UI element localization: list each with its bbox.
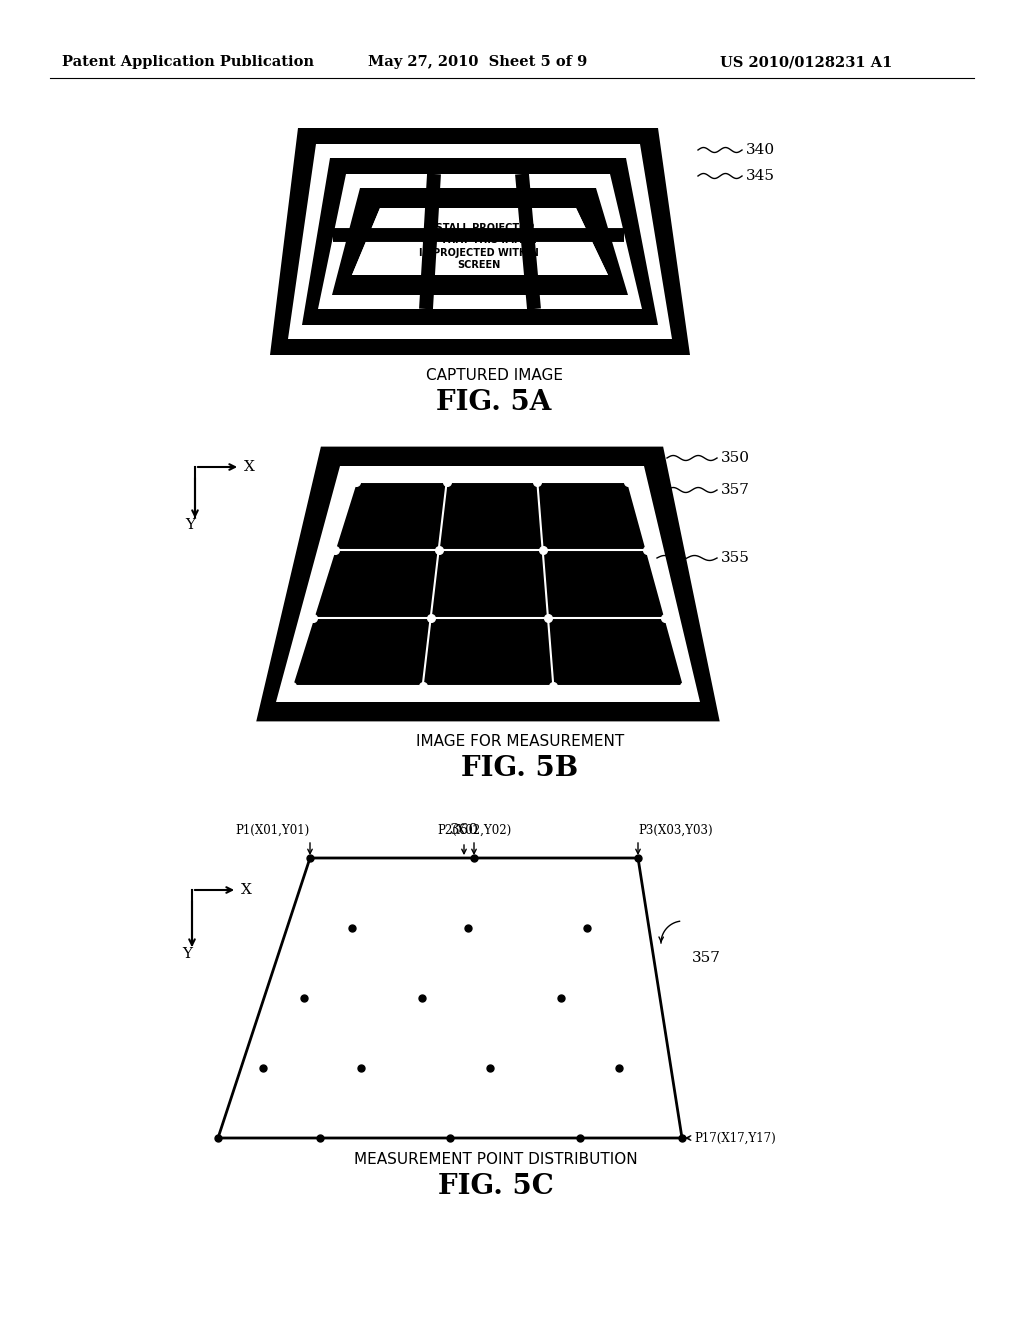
Polygon shape: [288, 144, 672, 339]
Text: 345: 345: [746, 169, 775, 183]
Text: 357: 357: [721, 483, 750, 498]
Text: May 27, 2010  Sheet 5 of 9: May 27, 2010 Sheet 5 of 9: [368, 55, 587, 69]
Text: P2(X02,Y02): P2(X02,Y02): [437, 824, 511, 837]
Polygon shape: [218, 858, 682, 1138]
Polygon shape: [292, 482, 684, 686]
Text: 355: 355: [721, 550, 750, 565]
Text: 360: 360: [450, 822, 478, 837]
Text: INSTALL PROJECTOR
SO THAT THIS IMAGE
IS PROJECTED WITHIN
SCREEN: INSTALL PROJECTOR SO THAT THIS IMAGE IS …: [419, 223, 539, 271]
Text: P3(X03,Y03): P3(X03,Y03): [638, 824, 713, 837]
Text: X: X: [244, 459, 255, 474]
Text: P17(X17,Y17): P17(X17,Y17): [694, 1131, 776, 1144]
Text: X: X: [241, 883, 252, 898]
Text: 357: 357: [692, 950, 721, 965]
Text: 350: 350: [721, 451, 750, 465]
Polygon shape: [258, 447, 718, 719]
Polygon shape: [332, 187, 628, 294]
Text: FIG. 5C: FIG. 5C: [438, 1173, 554, 1200]
Text: P1(X01,Y01): P1(X01,Y01): [236, 824, 310, 837]
Text: MEASUREMENT POINT DISTRIBUTION: MEASUREMENT POINT DISTRIBUTION: [354, 1152, 638, 1167]
Text: 340: 340: [746, 143, 775, 157]
Polygon shape: [352, 209, 608, 275]
Text: FIG. 5A: FIG. 5A: [436, 388, 552, 416]
Polygon shape: [352, 209, 608, 275]
Text: Patent Application Publication: Patent Application Publication: [62, 55, 314, 69]
Text: US 2010/0128231 A1: US 2010/0128231 A1: [720, 55, 892, 69]
Polygon shape: [270, 128, 690, 355]
Polygon shape: [318, 174, 642, 309]
Text: Y: Y: [185, 517, 195, 532]
Polygon shape: [276, 466, 700, 702]
Polygon shape: [302, 158, 658, 325]
Text: FIG. 5B: FIG. 5B: [462, 755, 579, 781]
Text: IMAGE FOR MEASUREMENT: IMAGE FOR MEASUREMENT: [416, 734, 624, 750]
Text: Y: Y: [182, 946, 193, 961]
Text: CAPTURED IMAGE: CAPTURED IMAGE: [426, 367, 562, 383]
